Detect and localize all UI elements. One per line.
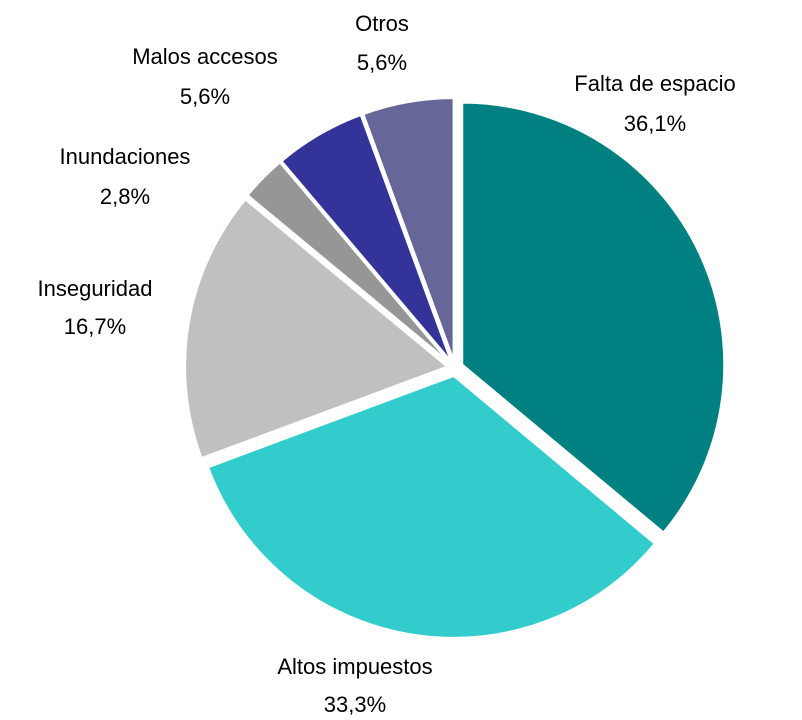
slice-value-label: 36,1% xyxy=(624,111,686,136)
pie-slice xyxy=(362,97,455,361)
slice-value-label: 5,6% xyxy=(357,50,407,75)
pie-slice xyxy=(280,113,452,362)
slice-value-label: 5,6% xyxy=(180,84,230,109)
slice-label: Malos accesos xyxy=(132,44,278,69)
slice-label: Inseguridad xyxy=(38,276,153,301)
slice-value-label: 33,3% xyxy=(324,692,386,717)
pie-slice xyxy=(246,161,451,364)
pie-slice xyxy=(184,198,450,460)
slice-label: Otros xyxy=(355,11,409,36)
slice-label: Altos impuestos xyxy=(277,654,432,679)
slice-label: Falta de espacio xyxy=(574,71,735,96)
slice-value-label: 16,7% xyxy=(64,314,126,339)
slice-value-label: 2,8% xyxy=(100,184,150,209)
pie-slice xyxy=(461,101,726,534)
pie-slice xyxy=(206,374,657,639)
slice-label: Inundaciones xyxy=(60,144,191,169)
